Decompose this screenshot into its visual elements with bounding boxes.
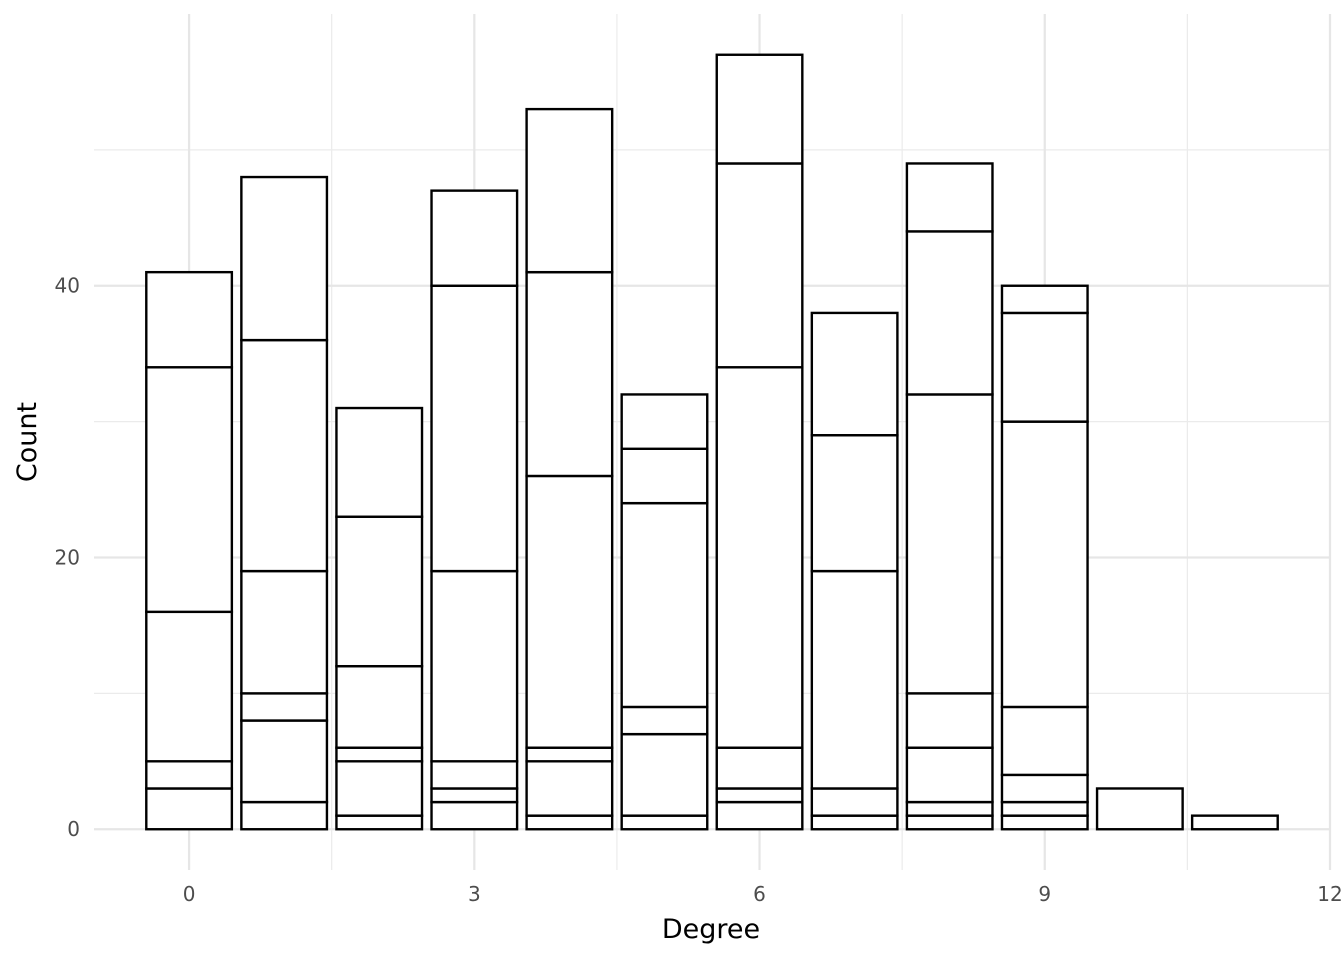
bar-stack [905,162,994,831]
bar-segment [715,746,804,790]
bar-segment [335,814,424,831]
bar-segment [430,569,519,763]
bar-segment [430,787,519,804]
y-tick-label: 0 [67,817,80,841]
y-axis-title: Count [12,402,43,482]
bar-segment [525,474,614,749]
bar-segment [1190,814,1279,831]
bar-segment [905,800,994,817]
bar-stack [525,107,614,831]
bar-stack [1190,814,1279,831]
bar-segment [240,569,329,695]
bar-stack [620,393,709,831]
bar-segment [1000,773,1089,804]
bar-segment [525,746,614,763]
bar-segment [430,800,519,831]
bar-segment [430,284,519,573]
bar-segment [810,787,899,817]
bar-segment [715,787,804,804]
bar-segment [240,692,329,722]
bar-segment [1000,814,1089,831]
x-tick-label: 9 [1038,882,1051,906]
bar-segment [905,230,994,396]
bar-segment [810,434,899,573]
bar-segment [620,814,709,831]
bar-segment [525,107,614,274]
bar-stack [810,311,899,831]
bar-stack [1095,787,1184,831]
bar-segment [905,746,994,804]
bar-segment [1000,284,1089,315]
bar-segment [810,569,899,790]
y-axis-tick-labels: 0 20 40 [55,274,80,841]
bar-segment [810,814,899,831]
bar-segment [715,800,804,831]
bar-segment [1000,311,1089,423]
bar-segment [145,787,234,831]
bar-stack [1000,284,1089,831]
bar-stack [145,270,234,831]
bar-segment [240,719,329,804]
bar-segment [1095,787,1184,831]
bar-segment [335,746,424,763]
bar-segment [335,406,424,518]
bar-segment [905,393,994,695]
bar-segment [715,53,804,165]
x-axis-tick-labels: 0 3 6 9 12 [183,882,1343,906]
bar-stack [715,53,804,831]
bar-segment [430,760,519,790]
bar-segment [810,311,899,437]
bar-segment [620,393,709,450]
x-tick-label: 0 [183,882,196,906]
x-axis-title: Degree [662,914,760,945]
bar-segment [1000,705,1089,777]
x-tick-label: 12 [1317,882,1342,906]
bar-segment [240,175,329,342]
bar-segment [335,515,424,668]
x-tick-label: 3 [468,882,481,906]
bar-segment [525,270,614,478]
bar-segment [335,760,424,817]
bars [145,53,1279,831]
bar-segment [430,189,519,287]
bar-segment [145,760,234,790]
bar-segment [145,366,234,614]
bar-segment [620,447,709,505]
x-tick-label: 6 [753,882,766,906]
bar-segment [620,501,709,709]
bar-segment [905,162,994,233]
y-tick-label: 20 [55,545,80,569]
y-tick-label: 40 [55,274,80,298]
bar-segment [240,338,329,573]
bar-segment [1000,420,1089,709]
bar-stack [430,189,519,831]
bar-segment [525,814,614,831]
bar-segment [335,664,424,749]
bar-segment [620,705,709,736]
bar-segment [1000,800,1089,817]
bar-segment [905,814,994,831]
bar-segment [715,162,804,369]
bar-segment [715,366,804,749]
bar-stack [240,175,329,831]
bar-segment [620,732,709,817]
bar-segment [905,692,994,749]
bar-segment [240,800,329,831]
bar-stack [335,406,424,831]
bar-segment [525,760,614,817]
bar-segment [145,270,234,369]
bar-segment [145,610,234,763]
